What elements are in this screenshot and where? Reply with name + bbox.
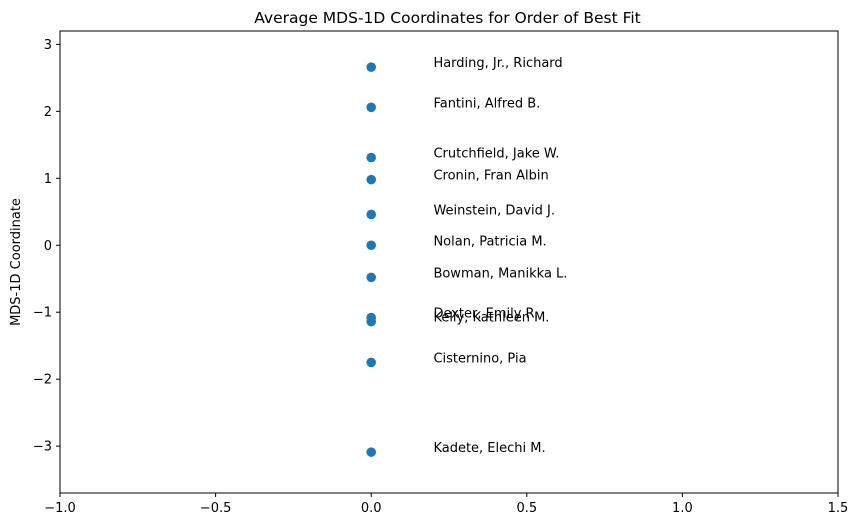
point-label: Fantini, Alfred B. [433, 96, 540, 111]
x-tick-label: 0.5 [516, 501, 537, 516]
plot-frame [59, 30, 839, 494]
point-label: Dexter, Emily R. [433, 307, 538, 322]
point-label: Cisternino, Pia [433, 351, 526, 366]
data-point [366, 102, 377, 113]
data-point [366, 316, 377, 327]
data-point [366, 447, 377, 457]
y-tick-label: −3 [33, 440, 52, 455]
point-label: Bowman, Manikka L. [433, 266, 567, 281]
y-tick-label: 1 [44, 172, 52, 187]
y-tick-label: 0 [44, 239, 52, 254]
x-tick-label: 1.0 [672, 501, 693, 516]
point-label: Kelly, Kathleen M. [433, 311, 549, 326]
y-axis-ticks: −3 −2 −1 0 1 2 3 [33, 38, 60, 455]
data-point [366, 272, 377, 283]
point-label: Nolan, Patricia M. [433, 234, 546, 249]
point-label: Harding, Jr., Richard [433, 56, 562, 71]
data-point [366, 152, 377, 163]
y-axis-label: MDS-1D Coordinate [9, 198, 24, 326]
data-point [366, 174, 377, 185]
x-tick-label: 0.0 [361, 501, 382, 516]
x-axis-ticks: −1.0 −0.5 0.0 0.5 1.0 1.5 [44, 493, 848, 516]
point-label: Crutchfield, Jake W. [433, 147, 559, 162]
y-tick-label: −1 [33, 306, 52, 321]
data-point [366, 209, 377, 220]
x-tick-label: −0.5 [200, 501, 232, 516]
data-point [366, 62, 377, 72]
data-point [366, 357, 377, 368]
x-tick-label: 1.5 [828, 501, 849, 516]
point-labels: Harding, Jr., Richard Fantini, Alfred B. C… [433, 56, 567, 456]
y-tick-label: 3 [44, 38, 52, 53]
y-tick-label: −2 [33, 373, 52, 388]
chart-title: Average MDS-1D Coordinates for Order of … [254, 9, 641, 27]
data-point [366, 240, 377, 251]
y-tick-label: 2 [44, 105, 52, 120]
point-label: Weinstein, David J. [433, 203, 555, 218]
data-points [366, 62, 377, 457]
point-label: Kadete, Elechi M. [433, 441, 545, 456]
x-tick-label: −1.0 [44, 501, 76, 516]
point-label: Cronin, Fran Albin [433, 169, 548, 184]
